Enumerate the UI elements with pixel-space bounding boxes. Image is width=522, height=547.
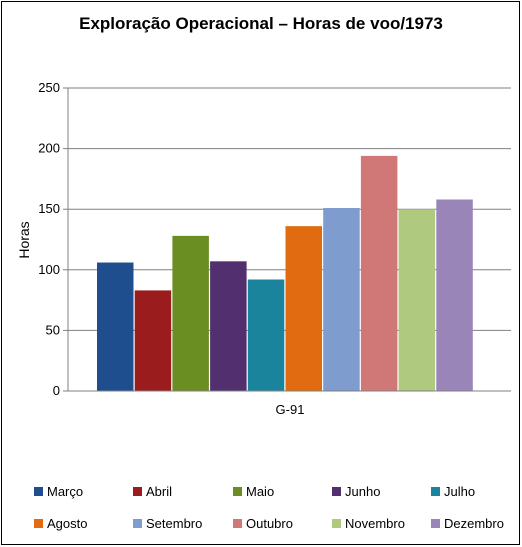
y-tick-label: 100: [38, 262, 60, 277]
legend-label-setembro: Setembro: [146, 516, 202, 531]
legend-label-maio: Maio: [246, 484, 274, 499]
legend-label-novembro: Novembro: [345, 516, 405, 531]
y-tick-label: 0: [53, 383, 60, 398]
y-tick-labels: 0 50 100 150 200 250: [38, 80, 68, 398]
legend-swatch-novembro: [332, 519, 341, 528]
y-tick-label: 50: [46, 322, 60, 337]
legend-label-junho: Junho: [345, 484, 380, 499]
bar-dezembro: [436, 199, 473, 391]
legend-swatch-março: [34, 487, 43, 496]
x-category-label: G-91: [276, 402, 305, 417]
bar-novembro: [398, 209, 436, 391]
y-tick-label: 250: [38, 80, 60, 95]
legend-swatch-dezembro: [431, 519, 440, 528]
legend-label-dezembro: Dezembro: [444, 516, 504, 531]
legend: Março Abril Maio Junho Julho Agosto Setembro Ou…: [34, 484, 504, 531]
bar-outubro: [360, 155, 398, 391]
legend-swatch-setembro: [133, 519, 142, 528]
y-tick-label: 200: [38, 141, 60, 156]
legend-label-abril: Abril: [146, 484, 172, 499]
legend-label-março: Março: [47, 484, 83, 499]
legend-swatch-junho: [332, 487, 341, 496]
bar-abril: [134, 290, 172, 391]
legend-label-outubro: Outubro: [246, 516, 293, 531]
legend-swatch-julho: [431, 487, 440, 496]
y-axis-label: Horas: [16, 221, 32, 258]
bar-maio: [172, 235, 209, 391]
chart-title: Exploração Operacional – Horas de voo/19…: [79, 14, 443, 33]
legend-swatch-maio: [233, 487, 242, 496]
bar-março: [97, 262, 134, 391]
bar-agosto: [285, 226, 322, 391]
legend-swatch-abril: [133, 487, 142, 496]
legend-label-julho: Julho: [444, 484, 475, 499]
bars: [97, 155, 473, 391]
bar-junho: [210, 261, 247, 391]
legend-label-agosto: Agosto: [47, 516, 87, 531]
bar-julho: [247, 279, 285, 391]
y-tick-label: 150: [38, 201, 60, 216]
legend-swatch-outubro: [233, 519, 242, 528]
bar-setembro: [323, 207, 360, 391]
legend-swatch-agosto: [34, 519, 43, 528]
